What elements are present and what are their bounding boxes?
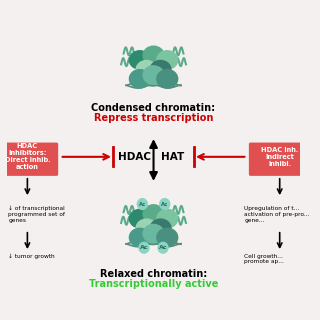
Ellipse shape	[136, 219, 157, 237]
Text: Ac: Ac	[140, 245, 148, 250]
Text: Cell growth...
promote ap...: Cell growth... promote ap...	[244, 253, 284, 264]
Text: Ac: Ac	[161, 202, 168, 206]
Text: Condensed chromatin:: Condensed chromatin:	[92, 103, 216, 113]
Text: ↓ of transcriptional
programmed set of
genes: ↓ of transcriptional programmed set of g…	[8, 206, 65, 223]
Ellipse shape	[157, 228, 178, 247]
Circle shape	[158, 242, 168, 253]
Ellipse shape	[129, 51, 150, 69]
Text: Repress transcription: Repress transcription	[94, 113, 213, 123]
Text: ↓ tumor growth: ↓ tumor growth	[8, 253, 55, 259]
Text: Ac: Ac	[139, 202, 146, 206]
Ellipse shape	[150, 60, 171, 79]
Text: HDAC inh.
Indirect
inhibi.: HDAC inh. Indirect inhibi.	[261, 147, 298, 167]
Ellipse shape	[157, 209, 178, 228]
Ellipse shape	[143, 224, 164, 243]
Circle shape	[137, 199, 147, 209]
Ellipse shape	[136, 60, 157, 79]
Text: Ac: Ac	[159, 245, 167, 250]
Circle shape	[139, 242, 149, 253]
Ellipse shape	[150, 219, 171, 237]
Text: Transcriptionally active: Transcriptionally active	[89, 279, 218, 289]
Text: HDAC: HDAC	[118, 152, 151, 162]
Ellipse shape	[157, 51, 178, 69]
Ellipse shape	[157, 70, 178, 88]
Ellipse shape	[143, 66, 164, 84]
Ellipse shape	[143, 46, 164, 65]
Text: Upregulation of t...
activation of pre-pro...
gene...: Upregulation of t... activation of pre-p…	[244, 206, 310, 223]
FancyBboxPatch shape	[249, 142, 310, 176]
Text: HAT: HAT	[161, 152, 184, 162]
Circle shape	[160, 199, 170, 209]
Text: Relaxed chromatin:: Relaxed chromatin:	[100, 268, 207, 279]
Ellipse shape	[129, 70, 150, 88]
Ellipse shape	[143, 205, 164, 223]
Ellipse shape	[129, 228, 150, 247]
FancyBboxPatch shape	[0, 142, 58, 176]
Text: HDAC
Inhibitors:
Direct inhib.
action: HDAC Inhibitors: Direct inhib. action	[4, 143, 50, 170]
Ellipse shape	[129, 209, 150, 228]
